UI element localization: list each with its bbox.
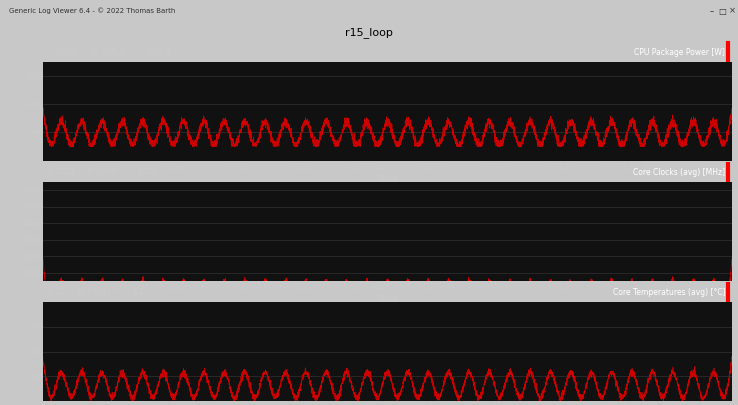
Text: CPU Package Power [W]: CPU Package Power [W]: [635, 48, 725, 57]
Text: ↓ 26,45   Ø 127,7   ↑ 165,9: ↓ 26,45 Ø 127,7 ↑ 165,9: [46, 48, 171, 57]
Text: Core Temperatures (avg) [°C]: Core Temperatures (avg) [°C]: [613, 288, 725, 297]
Text: □: □: [719, 6, 726, 16]
Text: –: –: [710, 6, 714, 16]
X-axis label: Time: Time: [377, 174, 398, 183]
Text: ×: ×: [729, 6, 737, 16]
Text: Core Clocks (avg) [MHz]: Core Clocks (avg) [MHz]: [633, 168, 725, 177]
X-axis label: Time: Time: [377, 294, 398, 303]
Text: ↓ 32   Ø 56,51   ↑ 64: ↓ 32 Ø 56,51 ↑ 64: [46, 288, 143, 297]
Text: ↓ 3729   Ø 4649   ↑ 4786: ↓ 3729 Ø 4649 ↑ 4786: [46, 168, 157, 177]
Text: r15_loop: r15_loop: [345, 27, 393, 38]
Text: Generic Log Viewer 6.4 - © 2022 Thomas Barth: Generic Log Viewer 6.4 - © 2022 Thomas B…: [9, 8, 175, 15]
